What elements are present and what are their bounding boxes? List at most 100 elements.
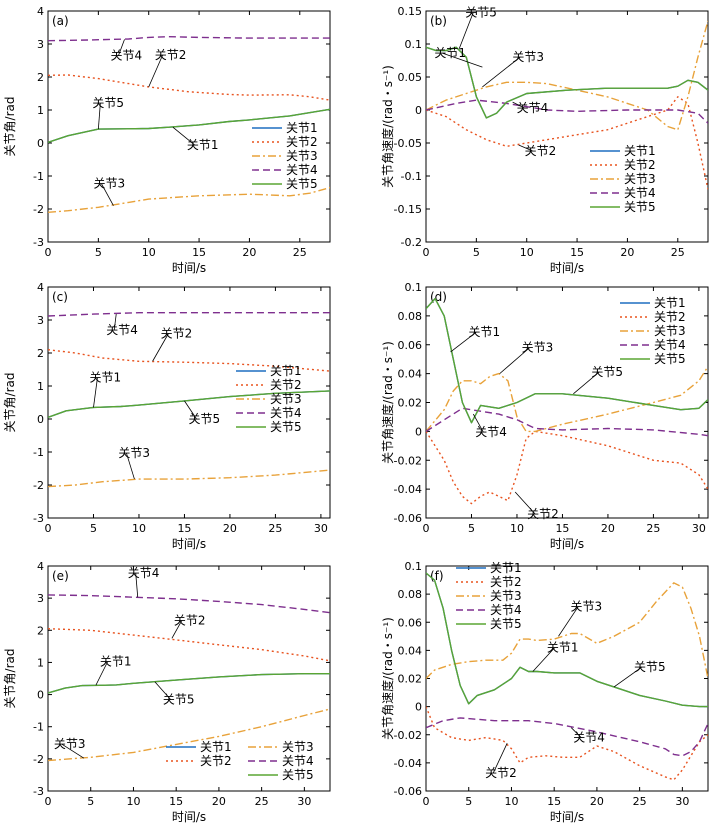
- y-axis-label: 关节角速度/(rad・s⁻¹): [380, 65, 395, 188]
- annotation-label-2: 关节3: [522, 341, 554, 355]
- series-line-3: [426, 582, 708, 679]
- x-tick-label: 10: [504, 795, 518, 808]
- legend-label-3: 关节3: [270, 392, 302, 406]
- panel-label: (a): [52, 14, 69, 28]
- legend-label-3: 关节3: [490, 589, 522, 603]
- y-tick-label: 0: [37, 413, 44, 426]
- y-tick-label: 0.04: [398, 368, 423, 381]
- x-tick-label: 20: [242, 246, 256, 259]
- x-tick-label: 20: [212, 795, 226, 808]
- x-axis-label: 时间/s: [172, 537, 206, 551]
- y-tick-label: 1: [37, 656, 44, 669]
- panel-label: (f): [430, 569, 444, 583]
- y-tick-label: 2: [37, 347, 44, 360]
- x-tick-label: 5: [468, 522, 475, 535]
- x-tick-label: 5: [465, 795, 472, 808]
- annotation-label-1: 关节4: [111, 48, 143, 62]
- series-line-5: [426, 46, 708, 119]
- panel-e: 0 5 10 15 20 25 30 -3 -2 -1 0 1 2 3 4 时间/s 关节角/rad (e) 关节1…: [3, 560, 331, 824]
- annotation-label-2: 关节2: [174, 613, 206, 627]
- annotation-leader: [518, 144, 533, 152]
- x-tick-label: 15: [570, 246, 584, 259]
- panel-a: 0 5 10 15 20 25-3-2-101234时间/s关节角/rad(a)关节1关节…: [3, 5, 331, 275]
- annotation-label-2: 关节2: [155, 48, 187, 62]
- y-tick-label: 2: [37, 624, 44, 637]
- plot-frame: [47, 10, 331, 243]
- annotations: 关节1 关节3 关节5 关节4 关节2: [450, 325, 623, 521]
- y-tick-label: 0: [415, 104, 422, 117]
- x-tick-label: 0: [45, 522, 52, 535]
- plot-frame: [425, 10, 709, 243]
- series-line-4: [426, 99, 708, 124]
- annotation-leader: [93, 377, 98, 408]
- y-tick-label: -0.15: [394, 203, 422, 216]
- y-tick-label: 0: [415, 425, 422, 438]
- y-tick-label: -0.06: [394, 785, 422, 798]
- series-line-1: [48, 673, 330, 694]
- x-axis-label: 时间/s: [550, 537, 584, 551]
- annotation-label-3: 关节5: [634, 660, 666, 674]
- y-axis-label: 关节角/rad: [3, 649, 17, 709]
- annotation-label-3: 关节5: [92, 96, 124, 110]
- legend-label-1: 关节1: [200, 740, 232, 754]
- annotation-label-4: 关节5: [163, 693, 195, 707]
- y-tick-label: 0.1: [405, 281, 423, 294]
- x-tick-label: 20: [223, 522, 237, 535]
- x-tick-label: 30: [675, 795, 689, 808]
- annotation-leader: [135, 573, 139, 598]
- x-tick-label: 0: [423, 246, 430, 259]
- panel-b: 0 5 10 15 20 25 -0.2 -0.15 -0.1 -0.05 0 0.05 0.1 0.15…: [380, 5, 709, 275]
- annotation-leader: [450, 331, 477, 353]
- series-line-3: [48, 469, 330, 488]
- y-tick-label: 4: [37, 281, 44, 294]
- annotation-leader: [97, 103, 101, 130]
- annotation-leader: [171, 620, 183, 639]
- legend-label-1: 关节1: [286, 121, 318, 135]
- annotation-leader: [613, 666, 643, 688]
- series-group: [426, 20, 708, 190]
- x-tick-label: 0: [45, 246, 52, 259]
- x-tick-label: 10: [520, 246, 534, 259]
- x-tick-label: 10: [510, 522, 524, 535]
- series-group: [48, 594, 330, 762]
- legend-label-2: 关节2: [490, 575, 522, 589]
- series-line-4: [48, 36, 330, 42]
- y-tick-label: 1: [37, 380, 44, 393]
- panel-d: 0 5 10 15 20 25 30 -0.06 -0.04 -0.02 0 0.02 0.04 0.06…: [380, 281, 709, 551]
- y-tick-label: 4: [37, 560, 44, 573]
- y-tick-label: 0.02: [398, 673, 423, 686]
- x-tick-label: 10: [132, 522, 146, 535]
- y-tick-label: -1: [33, 170, 44, 183]
- x-tick-label: 30: [314, 522, 328, 535]
- panel-label: (c): [52, 290, 68, 304]
- panel-f: 0 5 10 15 20 25 30 -0.06 -0.04 -0.02 0 0.02 0.04 0.06…: [380, 560, 709, 824]
- x-tick-label: 15: [555, 522, 569, 535]
- series-line-5: [426, 572, 708, 708]
- annotation-leader: [184, 400, 197, 420]
- legend-label-2: 关节2: [200, 754, 232, 768]
- series-line-4: [426, 407, 708, 437]
- annotation-label-5: 关节2: [527, 507, 559, 521]
- legend-label-3: 关节3: [286, 149, 318, 163]
- y-tick-label: 0.15: [398, 5, 423, 18]
- x-tick-label: 25: [646, 522, 660, 535]
- y-tick-label: 0.1: [405, 38, 423, 51]
- y-tick-label: -3: [33, 785, 44, 798]
- y-tick-label: -1: [33, 446, 44, 459]
- series-line-2: [48, 74, 330, 101]
- annotation-leader: [482, 56, 521, 88]
- series-line-2: [48, 349, 330, 372]
- legend-label-5: 关节5: [654, 352, 686, 366]
- annotation-label-3: 关节1: [434, 46, 466, 60]
- y-tick-label: -2: [33, 479, 44, 492]
- annotations: 关节4 关节2 关节1 关节5 关节3: [54, 566, 206, 759]
- annotation-leader: [570, 727, 582, 739]
- annotation-label-3: 关节1: [89, 370, 121, 384]
- x-tick-label: 0: [423, 795, 430, 808]
- y-tick-label: 0: [37, 689, 44, 702]
- legend-label-3: 关节3: [282, 740, 314, 754]
